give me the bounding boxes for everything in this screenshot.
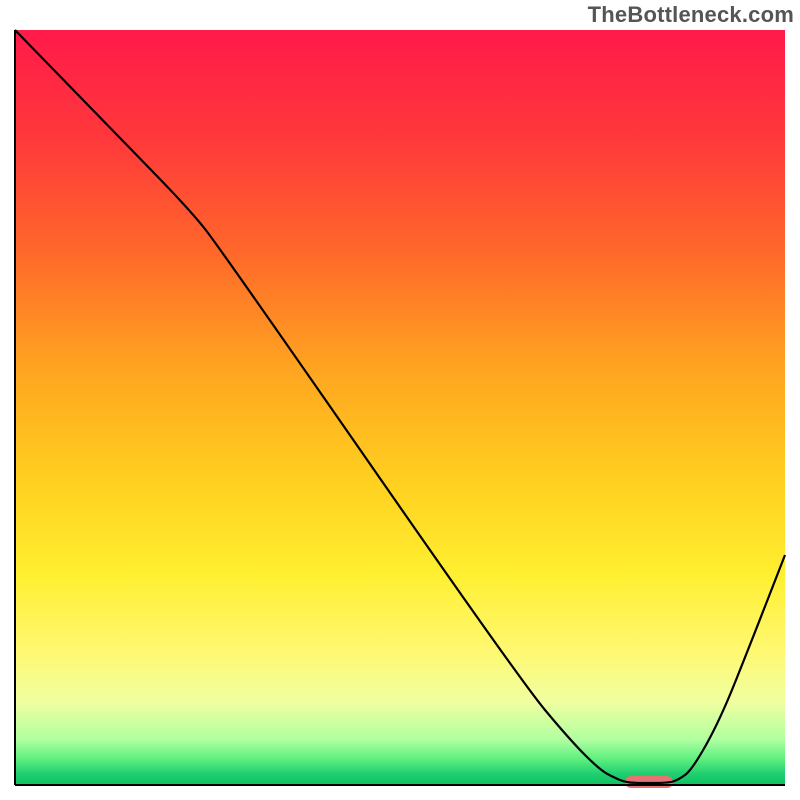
bottleneck-chart: [0, 0, 800, 800]
watermark-text: TheBottleneck.com: [588, 2, 794, 28]
gradient-fill: [15, 30, 785, 785]
chart-container: { "watermark": "TheBottleneck.com", "cha…: [0, 0, 800, 800]
